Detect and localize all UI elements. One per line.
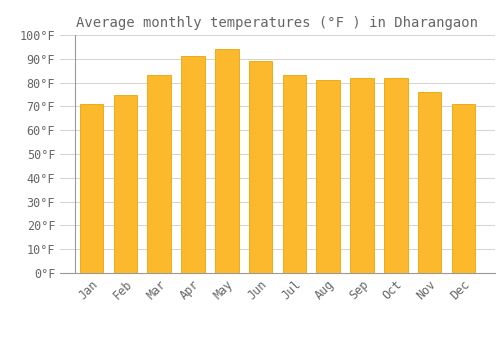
Bar: [148, 76, 171, 273]
Bar: [114, 94, 137, 273]
Bar: [316, 80, 340, 273]
Bar: [418, 92, 442, 273]
Bar: [215, 49, 238, 273]
Bar: [350, 78, 374, 273]
Bar: [452, 104, 475, 273]
Bar: [249, 61, 272, 273]
Bar: [384, 78, 407, 273]
Bar: [80, 104, 104, 273]
Title: Average monthly temperatures (°F ) in Dharangaon: Average monthly temperatures (°F ) in Dh…: [76, 16, 478, 30]
Bar: [282, 76, 306, 273]
Bar: [181, 56, 205, 273]
